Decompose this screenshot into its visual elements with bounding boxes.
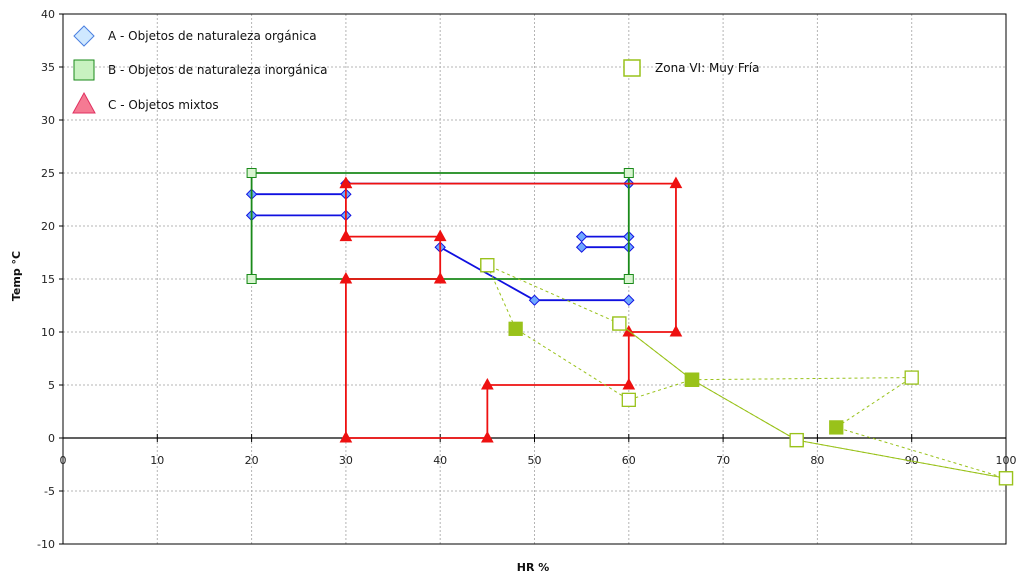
y-tick-label: 15 [41, 273, 55, 286]
x-tick-label: 70 [716, 454, 730, 467]
y-tick-label: 25 [41, 167, 55, 180]
zone-point [830, 421, 843, 434]
zone-point [509, 322, 522, 335]
y-axis-title: Temp °C [10, 251, 23, 301]
y-tick-label: 20 [41, 220, 55, 233]
zone-point [790, 434, 803, 447]
legend-open-square-icon [624, 60, 640, 76]
zone-point [1000, 472, 1013, 485]
x-tick-label: 0 [60, 454, 67, 467]
legend-label: B - Objetos de naturaleza inorgánica [108, 63, 328, 77]
legend-label: Zona VI: Muy Fría [655, 61, 759, 75]
square-point [247, 275, 256, 284]
zone-point [905, 371, 918, 384]
y-tick-label: 30 [41, 114, 55, 127]
legend-square-icon [74, 60, 94, 80]
zone-point [613, 317, 626, 330]
y-tick-label: 40 [41, 8, 55, 21]
x-tick-label: 40 [433, 454, 447, 467]
x-tick-label: 20 [245, 454, 259, 467]
y-tick-label: 35 [41, 61, 55, 74]
zone-point [622, 393, 635, 406]
x-axis-title: HR % [517, 561, 550, 574]
x-tick-label: 100 [996, 454, 1017, 467]
x-tick-label: 50 [528, 454, 542, 467]
y-tick-label: 5 [48, 379, 55, 392]
legend-label: C - Objetos mixtos [108, 98, 219, 112]
x-tick-label: 10 [150, 454, 164, 467]
x-tick-label: 60 [622, 454, 636, 467]
y-tick-label: 0 [48, 432, 55, 445]
x-tick-label: 30 [339, 454, 353, 467]
y-tick-label: -5 [44, 485, 55, 498]
y-tick-label: -10 [37, 538, 55, 551]
square-point [624, 169, 633, 178]
zone-point [685, 373, 698, 386]
square-point [247, 169, 256, 178]
zone-point [481, 259, 494, 272]
x-tick-label: 80 [810, 454, 824, 467]
y-tick-label: 10 [41, 326, 55, 339]
square-point [624, 275, 633, 284]
legend-label: A - Objetos de naturaleza orgánica [108, 29, 317, 43]
